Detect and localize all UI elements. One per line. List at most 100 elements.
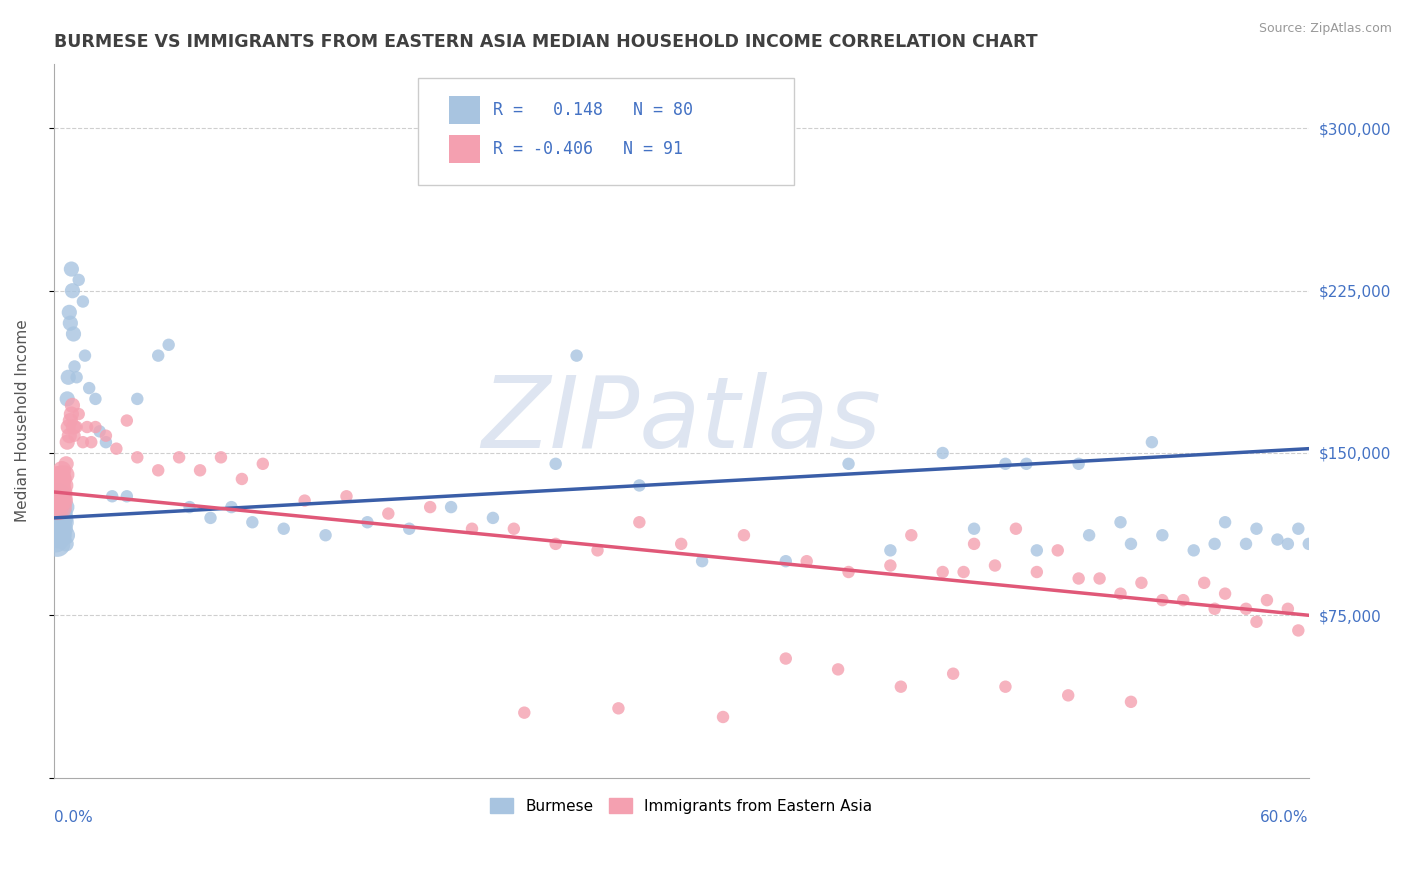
Point [690, 554, 713, 568]
Point [51, 528, 73, 542]
Text: BURMESE VS IMMIGRANTS FROM EASTERN ASIA MEDIAN HOUSEHOLD INCOME CORRELATION CHAR: BURMESE VS IMMIGRANTS FROM EASTERN ASIA … [53, 33, 1038, 51]
Point [65, 370, 87, 384]
Point [48, 500, 70, 514]
Point [586, 543, 609, 558]
Point [46, 515, 69, 529]
Point [53, 511, 76, 525]
Point [52, 493, 75, 508]
Point [879, 543, 901, 558]
Point [84, 392, 107, 406]
Point [315, 528, 337, 542]
Point [294, 493, 316, 508]
Point [53, 478, 76, 492]
FancyBboxPatch shape [449, 95, 481, 124]
Point [1109, 515, 1132, 529]
Point [55, 528, 77, 542]
Point [157, 338, 180, 352]
Point [46, 537, 69, 551]
Point [73, 349, 96, 363]
Point [80, 435, 103, 450]
Point [628, 515, 651, 529]
Point [931, 565, 953, 579]
Point [1277, 537, 1299, 551]
Point [48, 507, 70, 521]
Point [51, 500, 73, 514]
Point [796, 554, 818, 568]
Point [1213, 587, 1236, 601]
Point [711, 710, 734, 724]
Point [335, 489, 357, 503]
Point [45, 478, 67, 492]
Text: 60.0%: 60.0% [1260, 810, 1309, 825]
Point [544, 537, 567, 551]
Point [900, 528, 922, 542]
Legend: Burmese, Immigrants from Eastern Asia: Burmese, Immigrants from Eastern Asia [484, 792, 879, 820]
Point [77, 381, 100, 395]
Point [52, 522, 75, 536]
Point [952, 565, 974, 579]
Point [1246, 522, 1268, 536]
Point [1005, 522, 1028, 536]
Point [1256, 593, 1278, 607]
Point [148, 463, 170, 477]
Point [49, 522, 72, 536]
Point [231, 472, 253, 486]
Point [994, 457, 1017, 471]
Point [377, 507, 399, 521]
Point [775, 651, 797, 665]
Point [105, 442, 128, 456]
Point [200, 511, 222, 525]
Point [55, 537, 77, 551]
Point [76, 420, 98, 434]
Point [59, 413, 82, 427]
Point [1173, 593, 1195, 607]
Point [62, 326, 84, 341]
Point [44, 493, 66, 508]
Text: 0.0%: 0.0% [53, 810, 93, 825]
Point [148, 349, 170, 363]
Point [58, 428, 80, 442]
Point [1109, 587, 1132, 601]
Point [1213, 515, 1236, 529]
Point [240, 515, 263, 529]
Point [879, 558, 901, 573]
Text: ZIPatlas: ZIPatlas [481, 372, 882, 469]
Point [461, 522, 484, 536]
Point [628, 478, 651, 492]
Point [1286, 624, 1309, 638]
FancyBboxPatch shape [449, 135, 481, 163]
Point [49, 467, 72, 482]
Point [44, 489, 66, 503]
Point [1204, 602, 1226, 616]
Point [1152, 593, 1174, 607]
Point [838, 457, 860, 471]
Point [502, 522, 524, 536]
Point [931, 446, 953, 460]
Point [62, 398, 84, 412]
Point [67, 407, 90, 421]
Point [45, 511, 67, 525]
Point [84, 420, 107, 434]
Point [1088, 572, 1111, 586]
Point [63, 428, 86, 442]
Point [419, 500, 441, 514]
Point [67, 273, 90, 287]
Point [52, 485, 75, 500]
Point [1130, 575, 1153, 590]
Point [1182, 543, 1205, 558]
Point [544, 457, 567, 471]
Point [179, 500, 201, 514]
Point [1140, 435, 1163, 450]
Point [963, 522, 986, 536]
Point [58, 370, 80, 384]
Point [72, 435, 94, 450]
Point [565, 349, 588, 363]
Point [1152, 528, 1174, 542]
Point [1246, 615, 1268, 629]
Point [45, 500, 67, 514]
Text: R =   0.148   N = 80: R = 0.148 N = 80 [494, 101, 693, 119]
Point [63, 359, 86, 374]
Point [44, 522, 66, 536]
Point [49, 493, 72, 508]
Point [51, 472, 73, 486]
